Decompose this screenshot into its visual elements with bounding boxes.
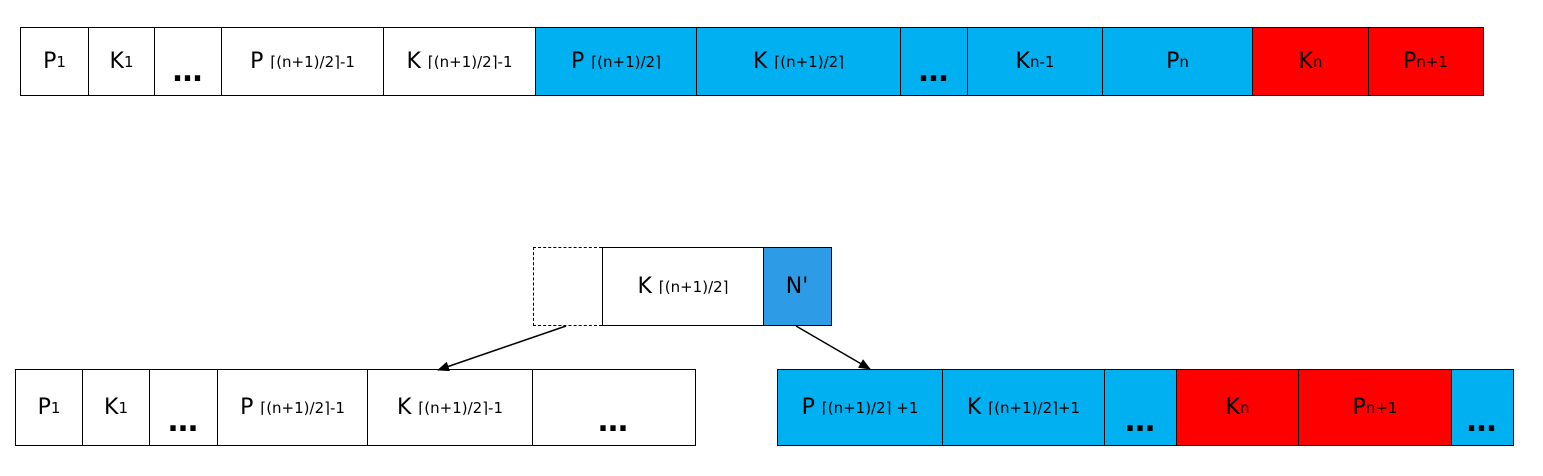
top-cell-k-mid-minus-sub: ⌈(n+1)/2⌉-1 [427, 52, 513, 71]
left-cell-p1-sub: 1 [50, 398, 61, 417]
right-cell-ellipsis-1-text: … [1125, 404, 1156, 439]
left-child-arrow [437, 325, 567, 372]
top-cell-p1-sub: 1 [56, 52, 66, 71]
top-cell-k1-sub: 1 [123, 52, 134, 71]
left-cell-ellipsis-1-text: … [168, 404, 199, 439]
top-cell-k-n-minus-1-sub: n-1 [1029, 52, 1055, 71]
left-cell-p-mid-minus-sub: ⌈(n+1)/2⌉-1 [260, 398, 345, 417]
parent-cell-n-prime: N' [762, 247, 832, 326]
left-cell-k1-main: K [104, 395, 119, 420]
right-cell-ellipsis-2: … [1450, 369, 1514, 446]
top-cell-ellipsis-2-text: … [918, 54, 950, 89]
right-cell-k-mid-plus-main: K [966, 395, 982, 420]
parent-cell-k-mid: K ⌈(n+1)/2⌉ [602, 247, 764, 326]
left-cell-k-mid-minus-main: K [396, 395, 412, 420]
top-cell-k-mid-sub: ⌈(n+1)/2⌉ [774, 52, 845, 71]
right-cell-k-n-main: K [1225, 395, 1240, 420]
top-cell-p-mid-minus-main: P [250, 49, 264, 74]
top-cell-ellipsis-1-text: … [172, 54, 204, 89]
right-cell-ellipsis-2-text: … [1466, 404, 1498, 439]
top-cell-p-mid-minus-sub: ⌈(n+1)/2⌉-1 [270, 52, 355, 71]
top-cell-k-mid: K ⌈(n+1)/2⌉ [696, 27, 901, 96]
parent-cell-k-mid-sub: ⌈(n+1)/2⌉ [658, 277, 729, 296]
right-cell-p-n-plus-1-main: P [1352, 395, 1366, 420]
top-cell-k-n-sub: n [1312, 52, 1323, 71]
parent-cell-n-prime-main: N' [785, 274, 809, 299]
left-cell-p1-main: P [37, 395, 51, 420]
right-cell-p-mid-plus-sub: ⌈(n+1)/2⌉ +1 [821, 398, 919, 417]
right-cell-p-mid-plus: P ⌈(n+1)/2⌉ +1 [777, 369, 943, 446]
right-cell-k-mid-plus: K ⌈(n+1)/2⌉+1 [941, 369, 1106, 446]
parent-cell-k-mid-main: K [637, 274, 652, 299]
top-cell-k-mid-main: K [752, 49, 768, 74]
right-child-arrow [795, 325, 871, 370]
top-cell-ellipsis-1: … [154, 27, 222, 96]
parent-cell-empty-pointer [533, 247, 602, 326]
top-cell-p-n-main: P [1166, 49, 1180, 74]
top-cell-p-n-plus-1-main: P [1403, 49, 1417, 74]
left-cell-p-mid-minus-main: P [240, 395, 254, 420]
left-cell-ellipsis-1: … [149, 369, 218, 446]
top-cell-k-mid-minus-main: K [406, 49, 421, 74]
top-cell-p-n-sub: n [1179, 52, 1189, 71]
top-cell-p-mid-main: P [571, 49, 585, 74]
right-cell-k-mid-plus-sub: ⌈(n+1)/2⌉+1 [988, 398, 1081, 417]
top-cell-k-mid-minus: K ⌈(n+1)/2⌉-1 [383, 27, 536, 96]
right-cell-ellipsis-1: … [1104, 369, 1177, 446]
left-cell-k1-sub: 1 [118, 398, 128, 417]
top-cell-k1-main: K [109, 49, 124, 74]
top-cell-p1-main: P [43, 49, 57, 74]
left-cell-ellipsis-2-text: … [598, 404, 629, 439]
top-cell-p-n-plus-1-sub: n+1 [1416, 52, 1448, 71]
top-cell-k-n-main: K [1298, 49, 1313, 74]
left-cell-k-mid-minus-sub: ⌈(n+1)/2⌉-1 [418, 398, 504, 417]
top-cell-ellipsis-2: … [899, 27, 969, 96]
right-cell-p-n-plus-1-sub: n+1 [1365, 398, 1398, 417]
top-cell-p-mid-sub: ⌈(n+1)/2⌉ [591, 52, 661, 71]
top-cell-p-mid-minus: P ⌈(n+1)/2⌉-1 [220, 27, 385, 96]
parent-node: K ⌈(n+1)/2⌉ N' [533, 247, 832, 326]
left-cell-p-mid-minus: P ⌈(n+1)/2⌉-1 [216, 369, 369, 446]
right-cell-p-mid-plus-main: P [801, 395, 815, 420]
right-cell-k-n-sub: n [1239, 398, 1250, 417]
top-cell-k-n-minus-1-main: K [1015, 49, 1030, 74]
left-cell-ellipsis-2: … [531, 369, 696, 446]
